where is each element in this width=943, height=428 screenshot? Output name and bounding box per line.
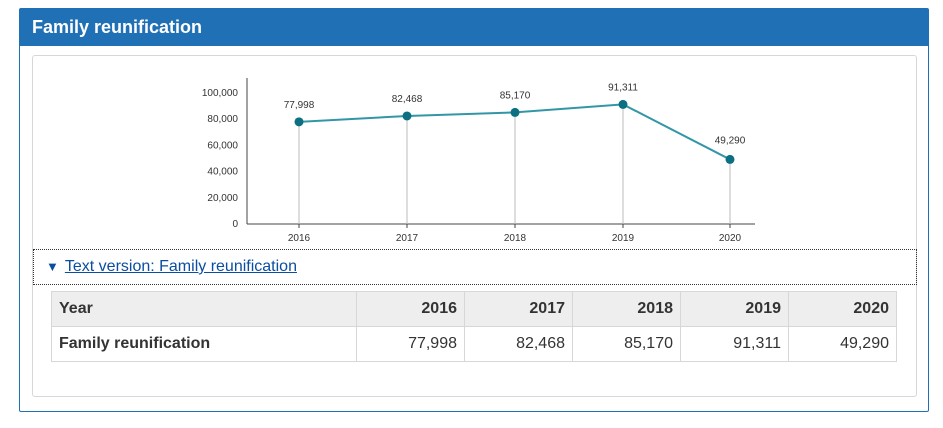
data-point xyxy=(510,107,520,117)
table-row: Family reunification 77,998 82,468 85,17… xyxy=(51,326,897,362)
y-tick-label: 0 xyxy=(232,219,238,230)
text-version-link[interactable]: Text version: Family reunification xyxy=(64,258,297,275)
x-tick-label: 2017 xyxy=(396,233,419,244)
y-tick-label: 20,000 xyxy=(207,193,238,204)
x-tick-label: 2018 xyxy=(504,233,527,244)
table-cell: 82,468 xyxy=(464,326,573,362)
y-tick-label: 60,000 xyxy=(207,140,238,151)
line-chart: 0 20,000 40,000 60,000 80,000 100,000 2016 2017… xyxy=(202,78,755,244)
panel-body: 0 20,000 40,000 60,000 80,000 100,000 2016 2017… xyxy=(32,55,917,397)
table-cell: 85,170 xyxy=(572,326,681,362)
x-tick-label: 2020 xyxy=(719,233,742,244)
data-table: Year 2016 2017 2018 2019 2020 Family reu… xyxy=(51,291,897,362)
row-header: Family reunification xyxy=(51,326,357,362)
column-header: 2020 xyxy=(788,291,897,327)
column-header: 2019 xyxy=(680,291,789,327)
triangle-down-icon: ▼ xyxy=(46,259,59,274)
data-label: 49,290 xyxy=(715,135,746,146)
data-point xyxy=(618,99,628,109)
column-header: 2018 xyxy=(572,291,681,327)
data-label: 82,468 xyxy=(392,94,423,105)
x-tick-label: 2016 xyxy=(288,233,311,244)
data-point xyxy=(294,117,304,127)
text-version-toggle[interactable]: ▼ Text version: Family reunification xyxy=(33,249,917,285)
family-reunification-panel: Family reunification 0 20,000 40,000 60,000… xyxy=(19,8,929,412)
table-cell: 91,311 xyxy=(680,326,789,362)
data-label: 77,998 xyxy=(284,100,315,111)
column-header: 2017 xyxy=(464,291,573,327)
data-label: 91,311 xyxy=(608,82,638,93)
panel-title: Family reunification xyxy=(20,9,928,46)
table-cell: 77,998 xyxy=(356,326,465,362)
column-header: Year xyxy=(51,291,357,327)
data-point xyxy=(725,154,735,164)
table-header-row: Year 2016 2017 2018 2019 2020 xyxy=(51,291,897,327)
table-cell: 49,290 xyxy=(788,326,897,362)
column-header: 2016 xyxy=(356,291,465,327)
y-tick-label: 40,000 xyxy=(207,167,238,178)
y-tick-label: 80,000 xyxy=(207,114,238,125)
y-tick-label: 100,000 xyxy=(202,88,239,99)
data-label: 85,170 xyxy=(500,90,531,101)
x-tick-label: 2019 xyxy=(612,233,635,244)
data-point xyxy=(402,111,412,121)
